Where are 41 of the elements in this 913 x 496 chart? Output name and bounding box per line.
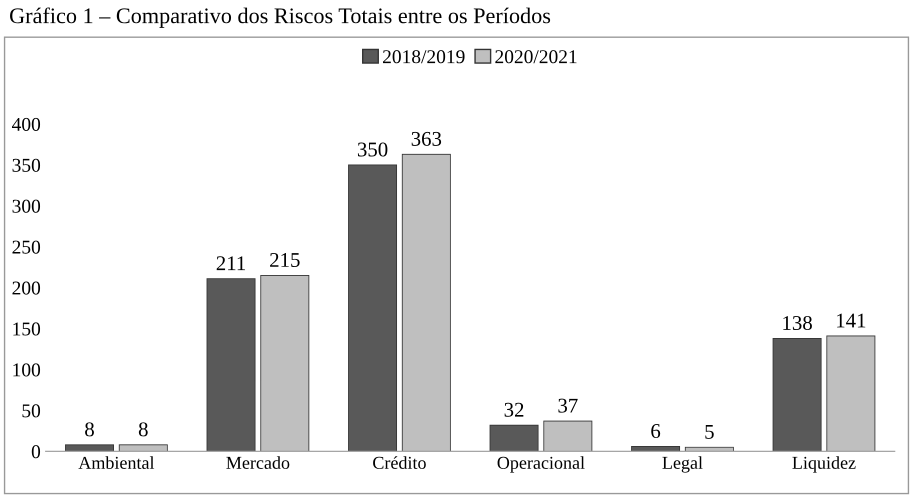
chart-title: Gráfico 1 – Comparativo dos Riscos Totais entre os Períodos xyxy=(10,7,550,28)
x-tick-label: Crédito xyxy=(373,456,426,469)
data-label: 350 xyxy=(358,142,388,157)
bar xyxy=(348,164,398,452)
legend-label: 2018/2019 xyxy=(383,50,465,64)
data-label: 138 xyxy=(783,316,812,330)
bar xyxy=(260,274,310,452)
bar xyxy=(543,420,592,452)
y-tick-label: 200 xyxy=(12,281,40,295)
data-label: 6 xyxy=(651,424,660,438)
x-tick-label: Legal xyxy=(662,456,703,473)
data-label: 363 xyxy=(412,132,442,146)
bar xyxy=(206,278,256,452)
bar xyxy=(826,336,876,452)
bar xyxy=(490,424,539,452)
x-tick-label: Mercado xyxy=(226,456,290,469)
data-label: 5 xyxy=(705,425,714,439)
bar xyxy=(118,444,168,452)
x-tick-label: Ambiental xyxy=(78,456,154,469)
data-label: 215 xyxy=(270,253,300,268)
data-label: 32 xyxy=(504,402,524,417)
y-tick-label: 50 xyxy=(22,404,40,418)
data-label: 8 xyxy=(138,422,148,436)
x-tick-label: Liquidez xyxy=(792,456,856,473)
data-label: 211 xyxy=(216,256,246,270)
y-tick-label: 100 xyxy=(13,363,40,376)
y-tick-label: 350 xyxy=(12,158,40,172)
y-tick-label: 400 xyxy=(12,118,40,131)
bar xyxy=(772,338,822,452)
data-label: 8 xyxy=(85,422,94,436)
data-label: 141 xyxy=(837,314,866,328)
data-label: 37 xyxy=(558,398,578,413)
y-tick-label: 300 xyxy=(12,200,40,213)
y-tick-label: 0 xyxy=(32,445,40,458)
y-tick-label: 250 xyxy=(12,240,40,254)
y-tick-label: 150 xyxy=(13,322,40,336)
bar xyxy=(631,446,680,452)
bar xyxy=(402,154,451,452)
bar xyxy=(65,444,114,452)
legend-label: 2020/2021 xyxy=(495,50,577,64)
x-tick-label: Operacional xyxy=(498,456,585,473)
